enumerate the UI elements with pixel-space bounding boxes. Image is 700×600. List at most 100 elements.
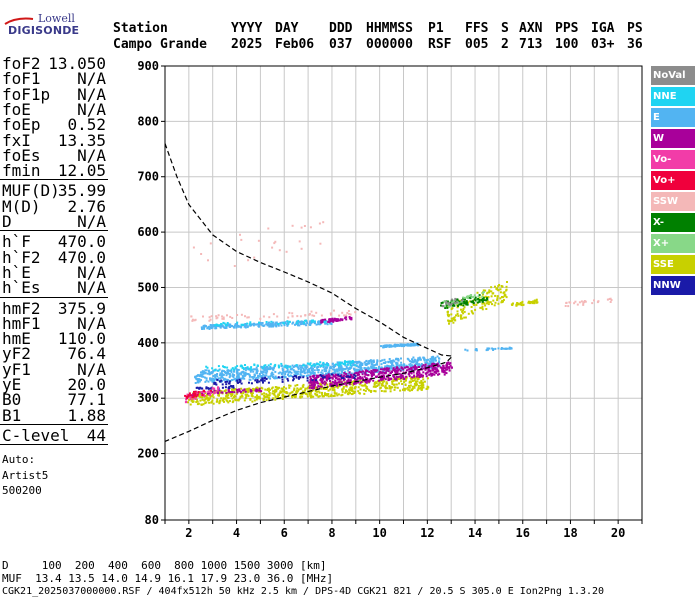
echo-point: [194, 382, 197, 384]
echo-point: [271, 392, 274, 395]
param-value: N/A: [77, 359, 106, 379]
echo-point: [348, 375, 350, 378]
echo-point: [265, 321, 268, 323]
echo-point: [308, 370, 311, 373]
echo-point: [326, 393, 329, 396]
echo-point: [218, 368, 221, 371]
echo-point: [393, 388, 396, 391]
param-value: 110.0: [57, 329, 106, 349]
echo-point: [336, 384, 339, 387]
echo-point: [429, 358, 432, 360]
echo-point: [284, 364, 287, 367]
echo-point: [300, 364, 303, 367]
echo-point: [256, 364, 259, 367]
echo-point: [464, 302, 467, 305]
echo-point: [333, 372, 336, 375]
echo-point: [203, 370, 206, 373]
echo-point: [462, 296, 465, 299]
echo-point: [372, 361, 375, 363]
echo-point: [325, 374, 328, 377]
echo-point: [287, 316, 290, 319]
echo-point: [300, 374, 303, 377]
echo-point: [317, 371, 320, 374]
echo-point: [350, 373, 353, 376]
echo-point: [306, 369, 309, 372]
echo-point: [508, 346, 511, 349]
echo-point: [281, 393, 284, 396]
echo-point: [478, 296, 481, 299]
echo-point: [370, 366, 373, 369]
echo-point: [328, 377, 331, 380]
echo-point: [314, 364, 317, 367]
echo-point: [330, 386, 333, 389]
echo-point: [336, 370, 339, 373]
echo-point: [411, 389, 413, 392]
echo-point: [287, 371, 290, 374]
echo-point: [261, 378, 264, 381]
echo-point: [257, 389, 260, 392]
echo-point: [275, 390, 278, 393]
echo-point: [332, 375, 335, 378]
echo-point: [254, 396, 257, 399]
echo-point: [431, 358, 434, 361]
hdr-yyyy-value: 2025: [231, 37, 263, 52]
echo-point: [266, 370, 269, 373]
echo-point: [194, 397, 197, 400]
echo-point: [211, 394, 214, 396]
echo-point: [319, 379, 322, 382]
echo-point: [329, 382, 332, 385]
echo-point: [369, 389, 372, 392]
echo-point: [326, 376, 329, 379]
hdr-s-value: 2: [501, 37, 509, 52]
echo-point: [208, 328, 211, 330]
echo-point: [463, 316, 466, 319]
echo-point: [280, 324, 283, 327]
echo-point: [501, 285, 504, 288]
echo-point: [255, 398, 258, 401]
param-row: hmE 110.0: [2, 331, 106, 347]
echo-point: [424, 368, 427, 371]
echo-point: [309, 322, 311, 325]
echo-point: [236, 321, 239, 324]
echo-point: [501, 296, 503, 298]
echo-point: [383, 367, 386, 370]
echo-point: [210, 315, 213, 318]
echo-point: [258, 375, 261, 378]
echo-point: [322, 221, 325, 224]
echo-point: [292, 377, 295, 380]
echo-point: [361, 370, 364, 373]
echo-point: [402, 377, 405, 380]
echo-point: [445, 364, 448, 367]
echo-point: [348, 382, 351, 385]
echo-point: [333, 366, 335, 369]
echo-point: [239, 365, 242, 368]
echo-point: [380, 390, 383, 392]
echo-point: [238, 381, 241, 384]
echo-point: [477, 295, 480, 298]
echo-point: [238, 397, 241, 400]
echo-point: [185, 401, 188, 403]
echo-point: [340, 394, 343, 397]
echo-point: [466, 295, 469, 298]
echo-point: [236, 371, 239, 373]
echo-point: [352, 384, 355, 387]
echo-point: [597, 300, 600, 303]
echo-point: [391, 382, 394, 385]
echo-point: [257, 323, 260, 326]
echo-point: [354, 361, 357, 363]
echo-point: [408, 380, 411, 383]
echo-point: [327, 373, 330, 376]
echo-point: [419, 384, 422, 387]
echo-point: [452, 318, 455, 321]
echo-point: [208, 397, 211, 400]
echo-point: [272, 366, 275, 369]
echo-point: [211, 391, 214, 393]
echo-point: [359, 363, 362, 366]
echo-point: [186, 395, 189, 398]
x-tick-label: 18: [563, 526, 577, 540]
echo-point: [348, 372, 351, 375]
param-value: 35.99: [57, 181, 106, 201]
echo-point: [322, 388, 325, 390]
echo-point: [434, 370, 437, 373]
echo-point: [231, 388, 234, 391]
